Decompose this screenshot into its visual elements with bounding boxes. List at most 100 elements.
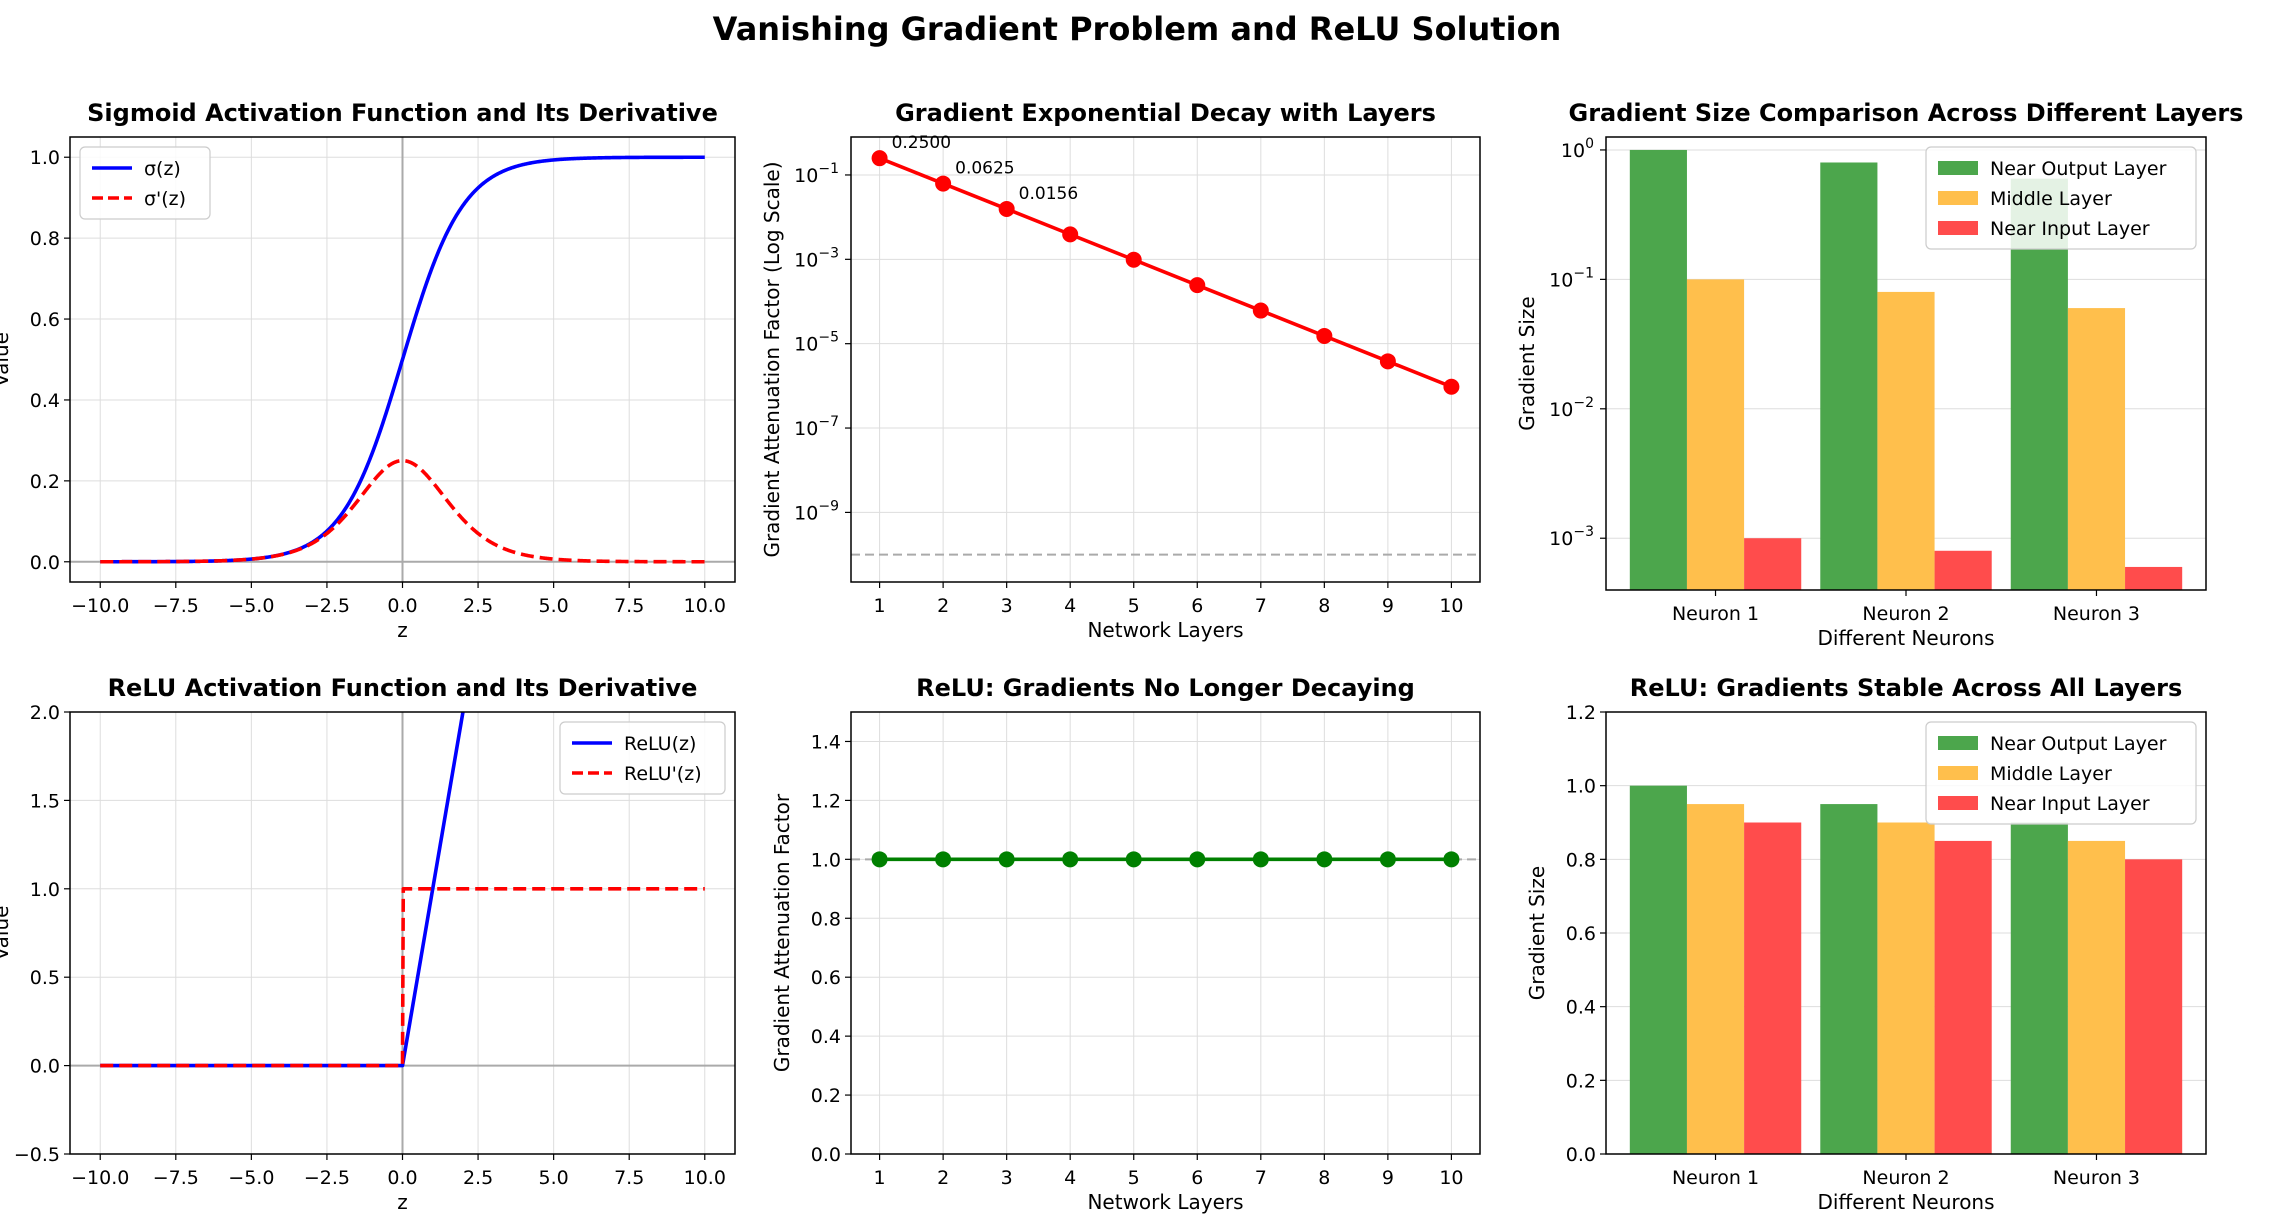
x-axis-label: Different Neurons [1817, 1190, 1994, 1214]
x-tick-label: −10.0 [71, 1167, 129, 1189]
x-tick-label: −7.5 [153, 595, 199, 617]
y-tick-label: 2.0 [30, 702, 60, 724]
data-point [871, 851, 888, 868]
figure-title: Vanishing Gradient Problem and ReLU Solu… [713, 10, 1562, 48]
x-tick-label: 10 [1439, 595, 1463, 617]
y-tick-label: 0.8 [811, 908, 841, 930]
x-tick-label: 3 [1001, 595, 1013, 617]
bar-near-input-layer-1 [1744, 822, 1802, 1154]
x-tick-label: 7.5 [614, 1167, 644, 1189]
legend-box [1925, 721, 2197, 825]
y-axis-label: Gradient Size [1515, 296, 1539, 430]
data-point [1443, 378, 1460, 395]
y-tick-label: 1.2 [811, 790, 841, 812]
y-tick-label: 0.6 [811, 967, 841, 989]
bar-middle-layer-3 [2067, 840, 2126, 1154]
bar-near-output-layer-2 [1820, 162, 1878, 590]
data-point [1189, 277, 1206, 294]
panel-title: ReLU: Gradients No Longer Decaying [916, 674, 1415, 702]
legend-box [559, 721, 726, 795]
panel-title: ReLU Activation Function and Its Derivat… [108, 674, 698, 702]
x-tick-label: 0.0 [387, 1167, 417, 1189]
decay-panel: 10−910−710−510−310−11 2 3 4 5 6 7 8 9 100.25000.0… [760, 99, 1481, 642]
x-tick-label: −10.0 [71, 595, 129, 617]
point-annotation: 0.0156 [1019, 184, 1078, 204]
axes-frame [69, 711, 736, 1155]
y-tick-label: 0.5 [30, 967, 60, 989]
y-tick-label: 1.0 [30, 147, 60, 169]
legend-swatch [1938, 736, 1978, 750]
x-axis-label: Different Neurons [1817, 626, 1994, 650]
x-tick-label: −5.0 [228, 1167, 274, 1189]
y-tick-label: −0.5 [14, 1144, 60, 1166]
bar-middle-layer-1 [1686, 804, 1745, 1154]
x-tick-label: 6 [1191, 595, 1203, 617]
y-axis-label: Gradient Size [1525, 866, 1549, 1000]
bar-near-input-layer-1 [1744, 538, 1802, 590]
y-tick-label: 10−3 [794, 245, 839, 271]
legend: Near Output Layer Middle Layer Near Input … [1925, 721, 2197, 825]
y-tick-label: 10−1 [794, 161, 839, 187]
series-line-relu-z- [99, 887, 706, 1068]
y-tick-label: 1.4 [811, 731, 841, 753]
bar-near-output-layer-1 [1629, 149, 1687, 590]
y-tick-label: 0.2 [30, 471, 60, 493]
y-tick-label: 10−1 [1549, 265, 1594, 291]
bar-middle-layer-3 [2067, 308, 2126, 590]
axes-frame [1605, 711, 2207, 1155]
data-point [1316, 327, 1333, 344]
legend: σ(z) σ'(z) [79, 146, 211, 220]
axes-frame [850, 711, 1481, 1155]
legend-label: Near Output Layer [1990, 733, 2167, 755]
bar-middle-layer-1 [1686, 279, 1745, 590]
y-tick-label: 0.0 [30, 1056, 60, 1078]
axes-frame [69, 136, 736, 583]
bar-near-input-layer-3 [2125, 566, 2183, 590]
bar-near-input-layer-3 [2125, 859, 2183, 1154]
x-tick-label: Neuron 1 [1672, 603, 1759, 625]
legend-label: Near Output Layer [1990, 158, 2167, 180]
panel-title: Sigmoid Activation Function and Its Deri… [87, 99, 718, 127]
y-tick-label: 1.2 [1566, 702, 1596, 724]
data-point [871, 150, 888, 167]
data-point [1125, 251, 1142, 268]
bar-near-input-layer-2 [1934, 550, 1992, 590]
legend-box [1925, 146, 2197, 250]
bar-near-output-layer-3 [2010, 822, 2068, 1154]
x-tick-label: 5.0 [539, 595, 569, 617]
y-tick-label: 10−5 [794, 330, 839, 356]
x-tick-label: 8 [1318, 1167, 1330, 1189]
data-point [1062, 226, 1079, 243]
data-point [1379, 851, 1396, 868]
axes-frame [850, 136, 1481, 583]
x-tick-label: Neuron 2 [1862, 603, 1949, 625]
y-tick-label: 0.6 [30, 309, 60, 331]
legend-swatch [1938, 191, 1978, 205]
x-tick-label: −7.5 [153, 1167, 199, 1189]
y-tick-label: 0.2 [1566, 1070, 1596, 1092]
relu_flat-plot-area [851, 851, 1480, 868]
x-tick-label: 5 [1128, 595, 1140, 617]
relu_bars-panel: 0.0 0.2 0.4 0.6 0.8 1.0 1.2 Neuron 1 Neuron 2 Neu… [1525, 674, 2207, 1214]
x-tick-label: 1 [874, 595, 886, 617]
series-line--z- [99, 458, 706, 564]
y-tick-label: 1.5 [30, 790, 60, 812]
relu-panel: −0.5 0.0 0.5 1.0 1.5 2.0 −10.0 −7.5 −5.0 −2.5 0.0 2… [0, 674, 736, 1214]
data-point [1062, 851, 1079, 868]
legend-label: ReLU(z) [624, 733, 696, 755]
x-tick-label: Neuron 2 [1862, 1167, 1949, 1189]
sigmoid-plot-area [70, 137, 735, 582]
x-tick-label: 2.5 [463, 595, 493, 617]
panel-title: Gradient Size Comparison Across Differen… [1569, 99, 2244, 127]
legend-label: Near Input Layer [1990, 218, 2150, 240]
legend-label: Middle Layer [1990, 188, 2112, 210]
y-tick-label: 100 [1561, 136, 1594, 162]
x-tick-label: Neuron 3 [2053, 1167, 2140, 1189]
x-tick-label: 5 [1128, 1167, 1140, 1189]
data-point [1252, 302, 1269, 319]
y-axis-label: Gradient Attenuation Factor (Log Scale) [760, 161, 784, 557]
x-axis-label: z [397, 618, 408, 642]
panel-title: Gradient Exponential Decay with Layers [895, 99, 1436, 127]
x-tick-label: Neuron 1 [1672, 1167, 1759, 1189]
